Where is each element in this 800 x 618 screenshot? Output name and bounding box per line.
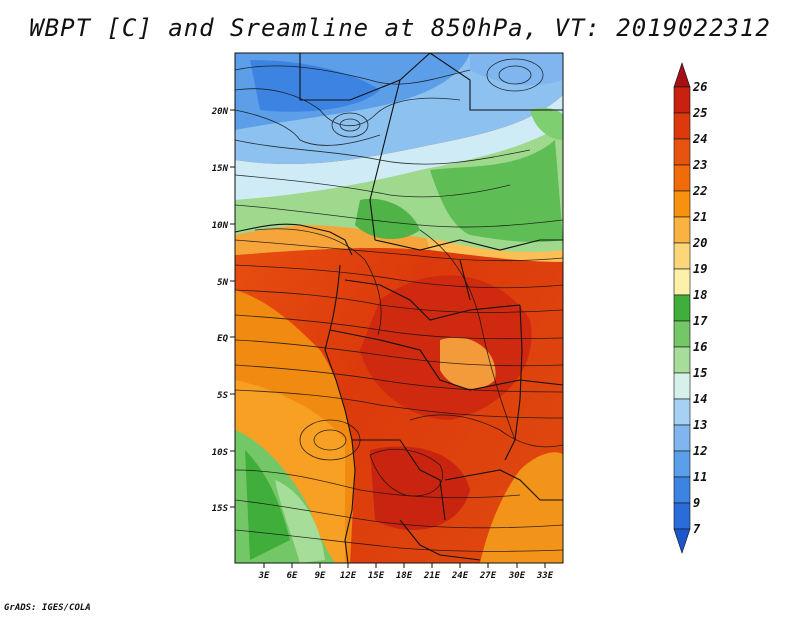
colorbar-label: 7 — [693, 522, 701, 536]
colorbar-label: 23 — [692, 158, 707, 172]
colorbar-label: 19 — [693, 262, 707, 276]
lat-label: 15N — [212, 164, 229, 174]
colorbar-label: 18 — [693, 288, 707, 302]
map-frame — [234, 52, 564, 564]
colorbar-label: 20 — [692, 236, 707, 250]
colorbar-segment — [673, 216, 691, 244]
software-credit: GrADS: IGES/COLA — [4, 603, 91, 613]
lon-label: 27E — [479, 571, 497, 581]
map-field — [235, 53, 563, 563]
lon-label: 12E — [340, 571, 357, 581]
colorbar-label: 17 — [693, 314, 708, 328]
lon-label: 21E — [423, 571, 441, 581]
colorbar — [673, 62, 691, 554]
lon-label: 24E — [451, 571, 469, 581]
colorbar-segment — [673, 242, 691, 270]
colorbar-segment — [673, 502, 691, 530]
latitude-axis: 20N 15N 10N 5N EQ 5S 10S 15S — [211, 107, 235, 514]
colorbar-label: 11 — [693, 470, 707, 484]
colorbar-segment — [673, 164, 691, 192]
colorbar-segment — [673, 112, 691, 140]
colorbar-label: 15 — [693, 366, 707, 380]
colorbar-segment — [673, 398, 691, 426]
colorbar-segment — [673, 450, 691, 478]
lat-label: EQ — [217, 334, 228, 344]
lon-label: 33E — [536, 571, 554, 581]
lon-label: 15E — [368, 571, 385, 581]
colorbar-segment — [673, 372, 691, 400]
colorbar-labels: 26 25 24 23 22 21 20 19 18 17 16 15 14 1… — [692, 80, 708, 536]
lat-label: 15S — [212, 504, 229, 514]
colorbar-segment — [673, 190, 691, 218]
lat-label: 5S — [217, 391, 228, 401]
colorbar-arrow-top — [673, 62, 691, 88]
lat-label: 5N — [217, 278, 228, 288]
chart-title: WBPT [C] and Sreamline at 850hPa, VT: 20… — [29, 14, 771, 42]
lon-label: 3E — [258, 571, 270, 581]
colorbar-label: 14 — [693, 392, 707, 406]
colorbar-label: 22 — [692, 184, 707, 198]
lon-label: 9E — [315, 571, 326, 581]
colorbar-arrow-bottom — [673, 528, 691, 554]
lat-label: 20N — [211, 107, 229, 117]
lon-label: 30E — [508, 571, 526, 581]
colorbar-label: 9 — [693, 496, 700, 510]
colorbar-label: 24 — [692, 132, 707, 146]
colorbar-label: 26 — [692, 80, 707, 94]
colorbar-label: 25 — [692, 106, 707, 120]
colorbar-segment — [673, 268, 691, 296]
colorbar-segment — [673, 320, 691, 348]
colorbar-label: 21 — [692, 210, 707, 224]
longitude-axis: 3E 6E 9E 12E 15E 18E 21E 24E 27E 30E 33E — [258, 563, 554, 581]
lon-label: 6E — [287, 571, 298, 581]
colorbar-segment — [673, 138, 691, 166]
colorbar-segment — [673, 476, 691, 504]
lat-label: 10N — [212, 221, 229, 231]
colorbar-label: 12 — [693, 444, 707, 458]
lat-label: 10S — [212, 448, 229, 458]
colorbar-segment — [673, 424, 691, 452]
colorbar-segment — [673, 86, 691, 114]
lon-label: 18E — [396, 571, 413, 581]
colorbar-segment — [673, 294, 691, 322]
colorbar-label: 13 — [693, 418, 707, 432]
colorbar-segment — [673, 346, 691, 374]
colorbar-label: 16 — [693, 340, 707, 354]
